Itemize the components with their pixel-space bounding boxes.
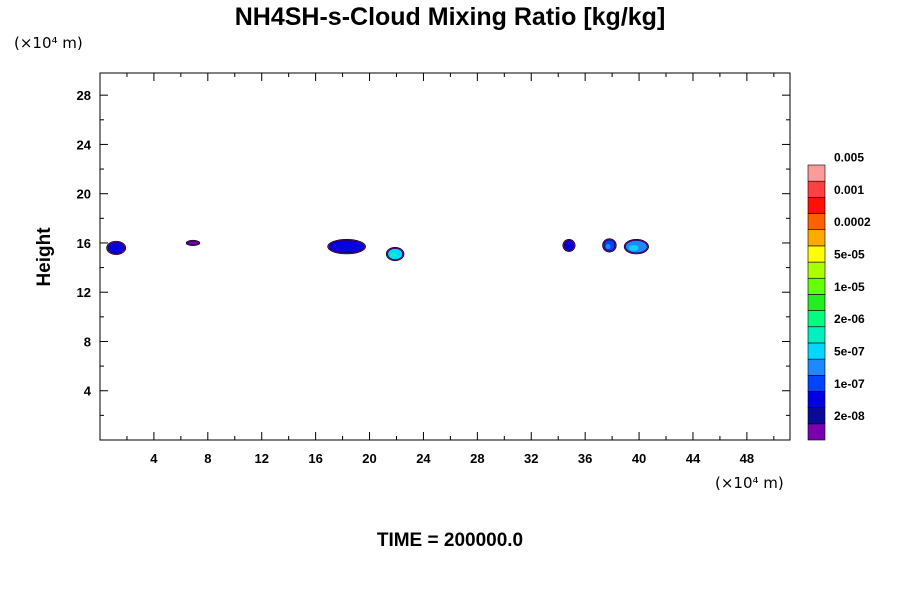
- colorbar-swatch: [807, 391, 826, 408]
- colorbar-label: 2e-06: [834, 312, 865, 326]
- colorbar-swatch: [807, 294, 826, 311]
- colorbar-swatch: [807, 180, 826, 198]
- x-tick-label: 24: [416, 451, 431, 466]
- colorbar-label: 0.0002: [834, 215, 871, 229]
- y-tick-label: 8: [84, 334, 91, 349]
- y-tick-label: 16: [77, 236, 91, 251]
- colorbar-swatch: [807, 277, 826, 295]
- colorbar-label: 5e-07: [834, 345, 865, 359]
- colorbar-swatch: [807, 374, 826, 392]
- colorbar-swatch: [807, 261, 826, 279]
- x-tick-label: 20: [362, 451, 376, 466]
- colorbar: 2e-08 1e-07 5e-07 2e-06 1e-05 5e-05 0.0002 0.00…: [807, 150, 871, 441]
- colorbar-swatch: [807, 213, 826, 231]
- colorbar-swatch: [807, 310, 826, 328]
- colorbar-swatch: [807, 245, 826, 263]
- region-core: [107, 242, 125, 254]
- colorbar-swatch: [807, 197, 826, 214]
- region-peak: [605, 244, 611, 250]
- colorbar-swatch: [807, 407, 826, 425]
- cloud-region: [602, 238, 617, 253]
- colorbar-label: 0.005: [834, 150, 864, 164]
- y-axis-label: Height: [34, 227, 55, 287]
- cloud-region: [385, 246, 405, 262]
- x-tick-label: 16: [308, 451, 322, 466]
- region-core: [328, 240, 365, 254]
- cloud-region: [623, 238, 649, 255]
- colorbar-swatch: [807, 358, 826, 376]
- x-unit-label: (×10⁴ m): [715, 474, 784, 492]
- region-peak: [389, 252, 397, 258]
- x-tick-label: 44: [686, 451, 701, 466]
- chart-title: NH4SH-s-Cloud Mixing Ratio [kg/kg]: [234, 3, 666, 31]
- x-tick-label: 4: [150, 451, 158, 466]
- cloud-region: [185, 239, 201, 246]
- cloud-region: [562, 238, 576, 252]
- y-tick-label: 4: [84, 384, 92, 399]
- x-tick-label: 32: [524, 451, 538, 466]
- x-tick-label: 28: [470, 451, 484, 466]
- region-peak: [628, 245, 639, 251]
- region-core: [187, 241, 199, 245]
- colorbar-label: 1e-05: [834, 280, 865, 294]
- cloud-region: [327, 238, 366, 255]
- colorbar-swatch: [807, 229, 826, 247]
- x-tick-label: 48: [740, 451, 754, 466]
- x-tick-label: 12: [254, 451, 268, 466]
- colorbar-label: 5e-05: [834, 247, 865, 261]
- cloud-region: [106, 240, 127, 255]
- y-tick-label: 28: [77, 88, 91, 103]
- x-tick-label: 36: [578, 451, 592, 466]
- y-tick-label: 24: [77, 137, 92, 152]
- colorbar-label: 0.001: [834, 183, 864, 197]
- time-label: TIME = 200000.0: [376, 530, 524, 551]
- y-tick-label: 12: [77, 285, 91, 300]
- colorbar-label: 1e-07: [834, 377, 865, 391]
- colorbar-swatch: [807, 326, 826, 344]
- colorbar-swatch: [807, 423, 826, 441]
- colorbar-swatch: [807, 164, 826, 182]
- x-tick-label: 8: [204, 451, 211, 466]
- y-tick-label: 20: [77, 187, 91, 202]
- colorbar-label: 2e-08: [834, 409, 865, 423]
- y-unit-label: (×10⁴ m): [14, 34, 83, 52]
- plot-frame: [99, 72, 791, 441]
- x-tick-label: 40: [632, 451, 646, 466]
- contour-regions: [106, 238, 649, 262]
- region-core: [564, 240, 574, 251]
- colorbar-swatch: [807, 342, 826, 360]
